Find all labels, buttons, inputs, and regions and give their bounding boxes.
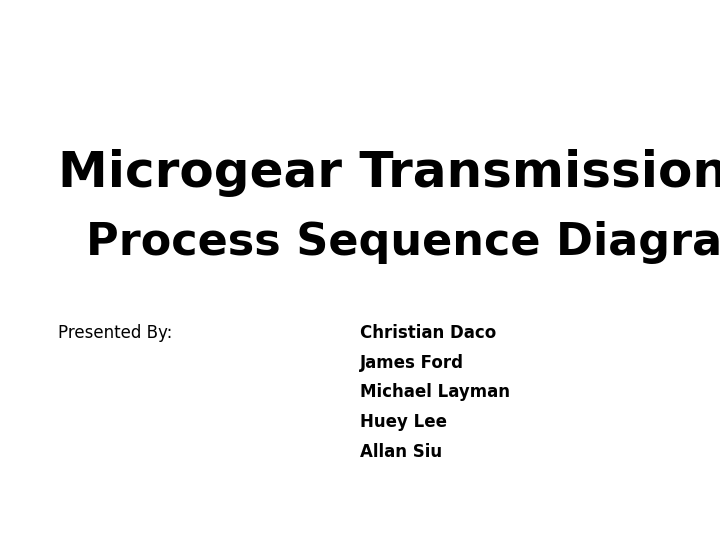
Text: Allan Siu: Allan Siu (360, 443, 442, 461)
Text: Presented By:: Presented By: (58, 324, 172, 342)
Text: Christian Daco: Christian Daco (360, 324, 496, 342)
Text: Microgear Transmission: Microgear Transmission (58, 149, 720, 197)
Text: James Ford: James Ford (360, 354, 464, 372)
Text: Huey Lee: Huey Lee (360, 413, 447, 431)
Text: Process Sequence Diagram: Process Sequence Diagram (86, 221, 720, 265)
Text: Michael Layman: Michael Layman (360, 383, 510, 401)
